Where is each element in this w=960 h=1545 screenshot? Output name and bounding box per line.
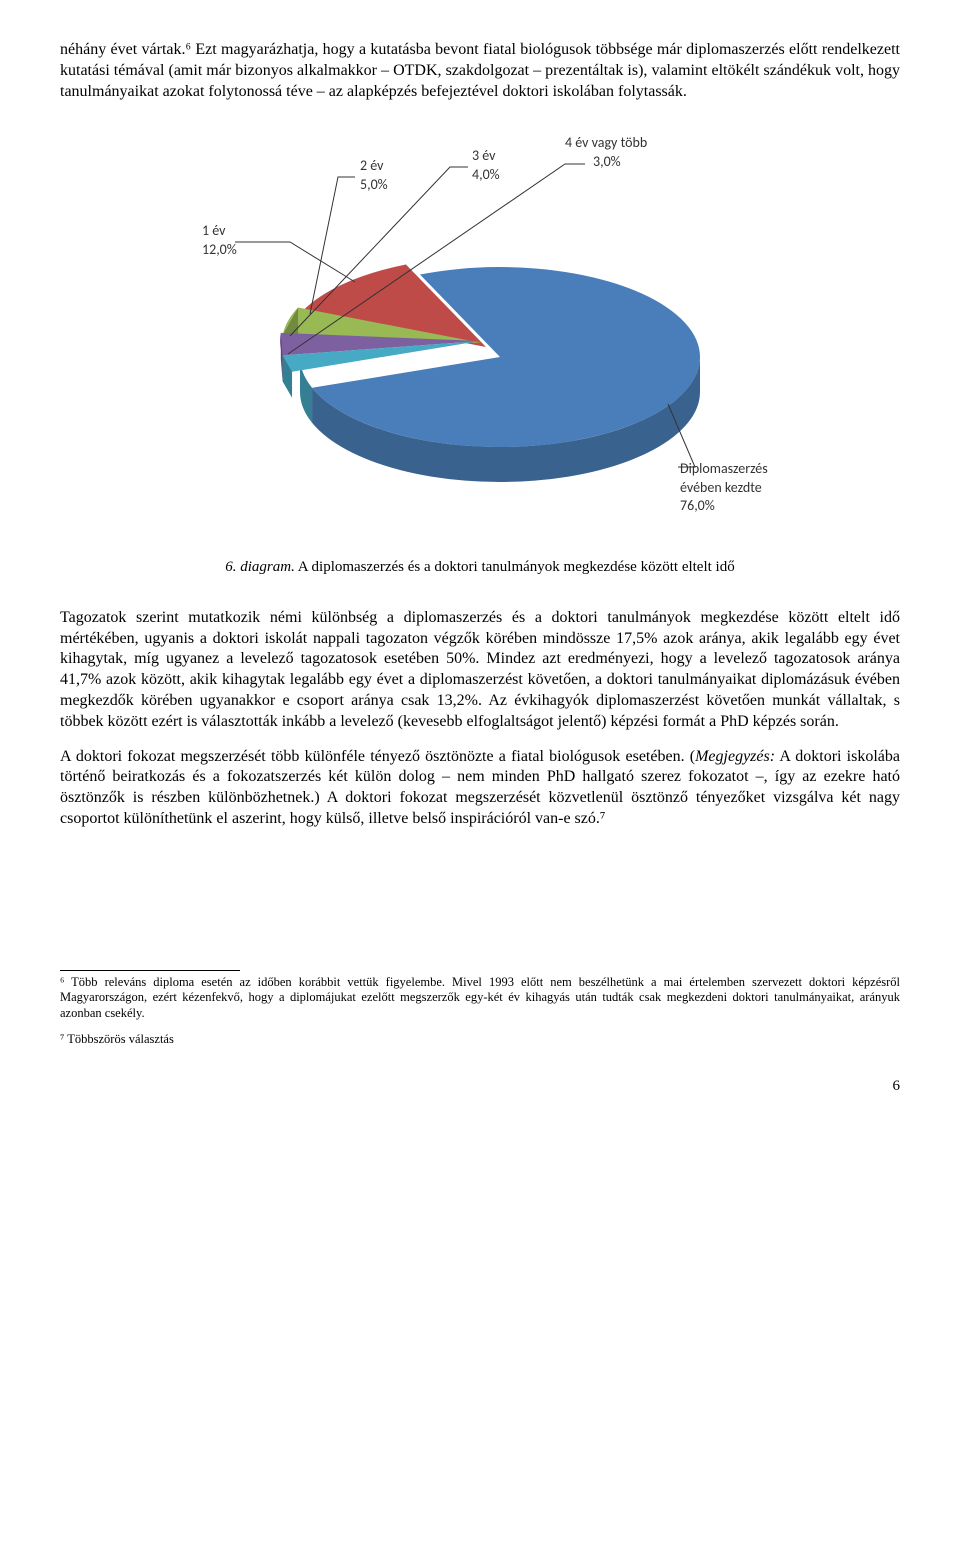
pie-label-main: Diplomaszerzés évében kezdte 76,0% [680, 460, 768, 515]
pie-label-main-name-1: Diplomaszerzés [680, 460, 768, 477]
caption-lead: 6. diagram. [225, 559, 295, 575]
page-number: 6 [60, 1077, 900, 1097]
caption-text: A diplomaszerzés és a doktori tanulmányo… [295, 559, 735, 575]
pie-label-1ev: 1 év 12,0% [202, 222, 237, 258]
footnote-separator [60, 970, 240, 971]
pie-label-2ev-val: 5,0% [360, 176, 388, 193]
pie-label-1ev-val: 12,0% [202, 241, 237, 258]
pie-label-main-name-2: évében kezdte [680, 479, 762, 496]
chart-caption: 6. diagram. A diplomaszerzés és a doktor… [60, 558, 900, 578]
pie-label-4ev-val: 3,0% [565, 153, 621, 170]
footnote-6: ⁶ Több releváns diploma esetén az időben… [60, 975, 900, 1022]
paragraph-1: néhány évet vártak.⁶ Ezt magyarázhatja, … [60, 40, 900, 102]
pie-label-3ev-name: 3 év [472, 147, 495, 164]
paragraph-3: A doktori fokozat megszerzését több külö… [60, 747, 900, 830]
pie-label-4ev: 4 év vagy több 3,0% [565, 134, 647, 170]
pie-label-3ev: 3 év 4,0% [472, 147, 500, 183]
pie-chart: 1 év 12,0% 2 év 5,0% 3 év 4,0% 4 év vagy… [170, 122, 790, 552]
pie-label-3ev-val: 4,0% [472, 166, 500, 183]
pie-label-2ev: 2 év 5,0% [360, 157, 388, 193]
para3-a: A doktori fokozat megszerzését több külö… [60, 748, 695, 765]
pie-label-2ev-name: 2 év [360, 157, 383, 174]
paragraph-2: Tagozatok szerint mutatkozik némi különb… [60, 608, 900, 733]
pie-label-main-val: 76,0% [680, 497, 715, 514]
footnote-7: ⁷ Többszörös választás [60, 1032, 900, 1048]
pie-label-4ev-name: 4 év vagy több [565, 134, 647, 151]
pie-label-1ev-name: 1 év [202, 222, 225, 239]
para3-b: Megjegyzés: [695, 748, 775, 765]
